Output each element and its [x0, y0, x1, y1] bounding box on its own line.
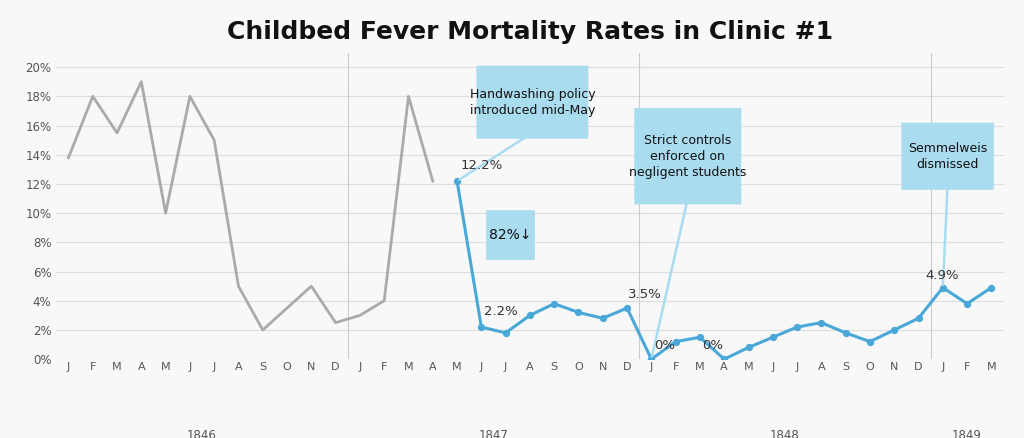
Point	[570, 309, 587, 316]
Text: 1846: 1846	[187, 429, 217, 438]
Point	[910, 315, 927, 322]
FancyBboxPatch shape	[634, 108, 741, 205]
Point	[788, 324, 805, 331]
Text: 1848: 1848	[770, 429, 800, 438]
Text: 3.5%: 3.5%	[629, 288, 663, 301]
Point	[521, 312, 539, 319]
Text: Semmelweis
dismissed: Semmelweis dismissed	[908, 142, 987, 171]
Point	[668, 338, 684, 345]
Text: 1847: 1847	[478, 429, 509, 438]
Point	[958, 300, 975, 307]
Point	[449, 177, 465, 184]
Point	[813, 319, 829, 326]
Point	[716, 356, 732, 363]
FancyBboxPatch shape	[476, 66, 589, 139]
Point	[983, 284, 999, 291]
Point	[643, 356, 659, 363]
Text: 82%↓: 82%↓	[489, 228, 531, 242]
Point	[886, 326, 902, 333]
Text: 0%: 0%	[653, 339, 675, 352]
Point	[498, 329, 514, 336]
Title: Childbed Fever Mortality Rates in Clinic #1: Childbed Fever Mortality Rates in Clinic…	[227, 20, 833, 44]
Point	[473, 324, 489, 331]
Text: 0%: 0%	[702, 339, 723, 352]
Point	[595, 315, 611, 322]
Point	[765, 334, 781, 341]
FancyBboxPatch shape	[486, 210, 535, 260]
Text: 1849: 1849	[952, 429, 982, 438]
Point	[618, 304, 635, 311]
Text: Handwashing policy
introduced mid-May: Handwashing policy introduced mid-May	[470, 88, 595, 117]
Text: 4.9%: 4.9%	[926, 269, 959, 282]
Point	[862, 338, 879, 345]
Text: Strict controls
enforced on
negligent students: Strict controls enforced on negligent st…	[629, 134, 746, 179]
Point	[838, 329, 854, 336]
Point	[935, 284, 951, 291]
Point	[740, 344, 757, 351]
Text: 2.2%: 2.2%	[483, 305, 517, 318]
Point	[546, 300, 562, 307]
FancyBboxPatch shape	[901, 123, 994, 190]
Text: 12.2%: 12.2%	[461, 159, 503, 172]
Point	[692, 334, 709, 341]
